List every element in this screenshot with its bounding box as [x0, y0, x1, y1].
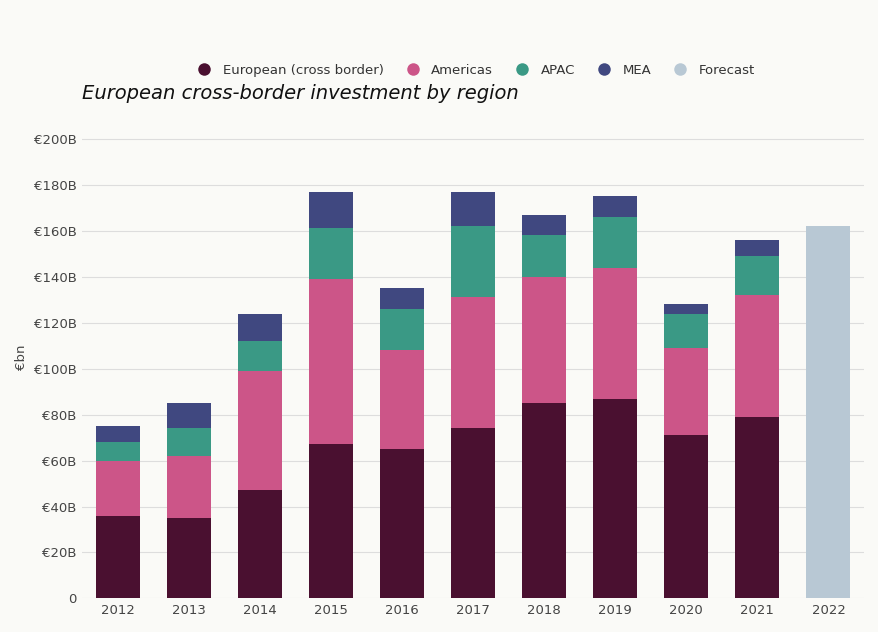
- Bar: [735, 417, 779, 599]
- Bar: [522, 215, 565, 235]
- Bar: [379, 309, 423, 350]
- Bar: [735, 295, 779, 417]
- Bar: [664, 348, 708, 435]
- Bar: [450, 298, 494, 428]
- Bar: [450, 428, 494, 599]
- Bar: [735, 240, 779, 256]
- Bar: [593, 217, 637, 267]
- Bar: [96, 442, 140, 461]
- Bar: [96, 461, 140, 516]
- Bar: [238, 341, 282, 371]
- Y-axis label: €bn: €bn: [15, 344, 28, 370]
- Bar: [167, 518, 211, 599]
- Bar: [238, 490, 282, 599]
- Bar: [522, 403, 565, 599]
- Bar: [664, 313, 708, 348]
- Bar: [308, 229, 353, 279]
- Bar: [664, 435, 708, 599]
- Bar: [238, 371, 282, 490]
- Bar: [167, 403, 211, 428]
- Bar: [238, 313, 282, 341]
- Bar: [308, 444, 353, 599]
- Bar: [450, 191, 494, 226]
- Bar: [522, 277, 565, 403]
- Bar: [450, 226, 494, 298]
- Bar: [96, 516, 140, 599]
- Bar: [735, 256, 779, 295]
- Bar: [522, 235, 565, 277]
- Bar: [664, 305, 708, 313]
- Bar: [379, 449, 423, 599]
- Bar: [593, 399, 637, 599]
- Bar: [593, 267, 637, 399]
- Text: European cross-border investment by region: European cross-border investment by regi…: [82, 84, 518, 103]
- Bar: [167, 428, 211, 456]
- Bar: [379, 350, 423, 449]
- Bar: [308, 279, 353, 444]
- Bar: [805, 226, 850, 599]
- Bar: [167, 456, 211, 518]
- Bar: [96, 426, 140, 442]
- Legend: European (cross border), Americas, APAC, MEA, Forecast: European (cross border), Americas, APAC,…: [187, 60, 758, 81]
- Bar: [593, 197, 637, 217]
- Bar: [308, 191, 353, 229]
- Bar: [379, 288, 423, 309]
